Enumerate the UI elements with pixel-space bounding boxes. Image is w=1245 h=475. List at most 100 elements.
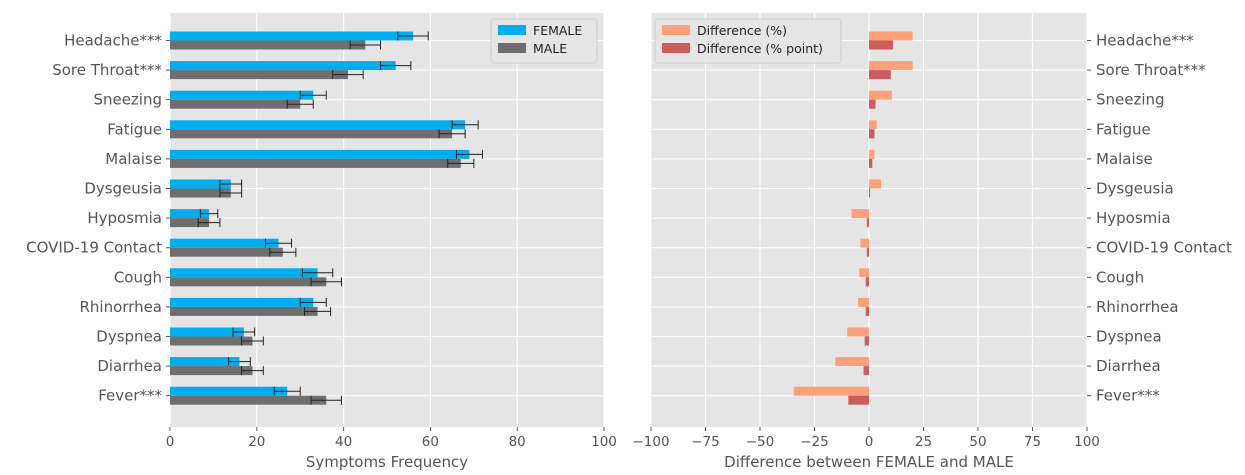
- legend-label: FEMALE: [533, 23, 582, 38]
- panel-symptoms-frequency: 0 20 40 60 80 100 Headache*** Sore Throat*** Sne…: [26, 13, 617, 471]
- legend-swatch: [662, 25, 690, 35]
- bar-female: [170, 61, 396, 71]
- legend-label: MALE: [533, 41, 567, 56]
- x-tick-label: 50: [969, 434, 986, 450]
- bar-difference: [869, 31, 913, 41]
- legend-box: [654, 18, 842, 64]
- bar-female: [170, 179, 231, 189]
- bar-difference: [869, 90, 892, 100]
- bar-female: [170, 268, 318, 278]
- bar-male: [170, 188, 231, 198]
- category-label: Cough: [1096, 268, 1144, 286]
- legend-swatch: [662, 43, 690, 53]
- category-label: Rhinorrhea: [1096, 298, 1179, 316]
- category-label: COVID-19 Contact: [1096, 239, 1232, 257]
- legend-label: Difference (%): [697, 23, 787, 38]
- bar-male: [170, 247, 283, 257]
- legend-swatch: [498, 43, 526, 53]
- category-label: Sneezing: [1096, 91, 1165, 109]
- bar-male: [170, 158, 461, 168]
- bar-male: [170, 336, 253, 346]
- panel-difference: −100 −75 −50 −25 0 25 50 75 100 Headache*** Sore T…: [632, 13, 1232, 471]
- bar-difference: [851, 209, 869, 219]
- x-tick-label: 100: [591, 434, 617, 450]
- category-label: Hyposmia: [1096, 209, 1171, 227]
- x-tick-label: 40: [335, 434, 352, 450]
- legend-label: Difference (% point): [697, 41, 823, 56]
- bar-male: [170, 129, 453, 139]
- bar-male: [170, 395, 327, 405]
- x-axis-title: Difference between FEMALE and MALE: [724, 453, 1014, 471]
- bar-difference: [869, 61, 913, 71]
- x-tick-label: 60: [422, 434, 439, 450]
- category-label: Malaise: [105, 150, 162, 168]
- category-label: Rhinorrhea: [79, 298, 162, 316]
- bar-male: [170, 366, 253, 376]
- bar-male: [170, 40, 366, 50]
- category-label: Fatigue: [107, 120, 162, 138]
- x-tick-label: −100: [632, 434, 669, 450]
- bar-difference-point: [869, 99, 876, 109]
- bar-female: [170, 386, 288, 396]
- bar-difference: [793, 386, 869, 396]
- category-label: Dysgeusia: [1096, 180, 1174, 198]
- category-label: Fatigue: [1096, 120, 1151, 138]
- category-label: Diarrhea: [1096, 357, 1161, 375]
- bar-male: [170, 277, 327, 287]
- bar-difference: [858, 297, 869, 307]
- bar-difference-point: [869, 129, 875, 139]
- bar-female: [170, 31, 414, 41]
- x-tick-label: 0: [166, 434, 175, 450]
- bar-difference: [869, 179, 881, 189]
- bar-male: [170, 218, 210, 228]
- category-label: Hyposmia: [87, 209, 162, 227]
- bar-difference-point: [866, 218, 869, 228]
- bar-female: [170, 90, 314, 100]
- bar-male: [170, 306, 318, 316]
- bar-female: [170, 357, 240, 367]
- category-label: Fever***: [1096, 387, 1160, 405]
- x-tick-label: −50: [746, 434, 775, 450]
- bar-difference: [869, 149, 875, 159]
- x-tick-label: 25: [915, 434, 932, 450]
- bar-female: [170, 209, 210, 219]
- bar-female: [170, 238, 279, 248]
- bar-female: [170, 297, 314, 307]
- x-tick-label: 80: [509, 434, 526, 450]
- bar-difference: [869, 120, 877, 130]
- bar-difference-point: [869, 188, 871, 198]
- bar-difference-point: [869, 40, 893, 50]
- category-label: Diarrhea: [97, 357, 162, 375]
- category-label: Cough: [114, 268, 162, 286]
- x-tick-label: −75: [691, 434, 720, 450]
- x-tick-label: 100: [1074, 434, 1100, 450]
- bar-difference-point: [848, 395, 869, 405]
- bar-difference-point: [865, 306, 869, 316]
- category-label: COVID-19 Contact: [26, 239, 162, 257]
- bar-difference: [847, 327, 869, 337]
- category-label: Sneezing: [93, 91, 162, 109]
- x-tick-label: 75: [1024, 434, 1041, 450]
- category-label: Dyspnea: [96, 328, 162, 346]
- category-label: Sore Throat***: [1096, 61, 1206, 79]
- bar-difference-point: [865, 277, 869, 287]
- legend-swatch: [498, 25, 526, 35]
- bar-difference: [859, 268, 869, 278]
- bar-female: [170, 120, 466, 130]
- category-label: Malaise: [1096, 150, 1153, 168]
- category-label: Headache***: [64, 32, 162, 50]
- category-label: Sore Throat***: [52, 61, 162, 79]
- x-tick-label: 20: [248, 434, 265, 450]
- x-tick-label: 0: [865, 434, 874, 450]
- bar-difference-point: [863, 366, 869, 376]
- category-label: Headache***: [1096, 32, 1194, 50]
- bar-male: [170, 99, 301, 109]
- bar-difference-point: [869, 158, 873, 168]
- category-label: Dyspnea: [1096, 328, 1162, 346]
- bar-female: [170, 327, 244, 337]
- bar-difference: [835, 357, 869, 367]
- bar-male: [170, 70, 348, 80]
- bar-difference-point: [864, 336, 869, 346]
